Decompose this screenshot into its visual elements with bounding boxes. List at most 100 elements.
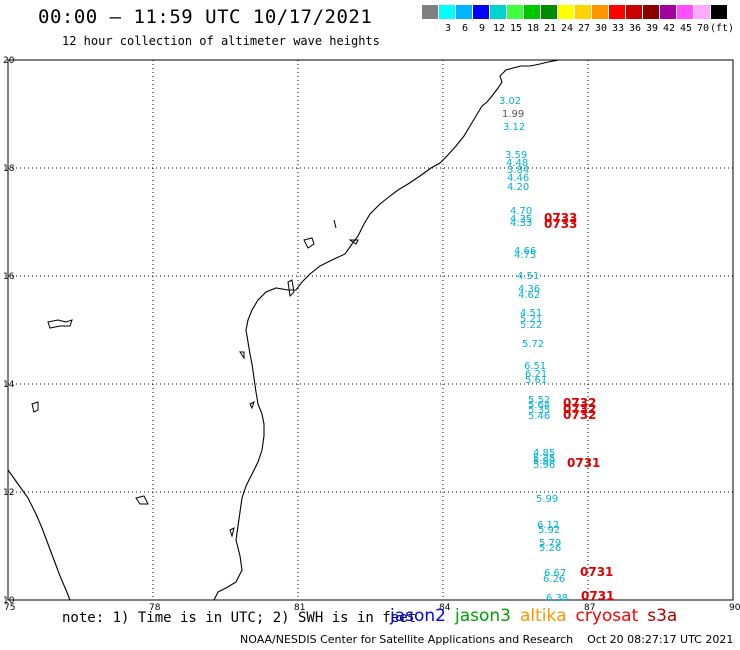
- scale-swatch: [694, 5, 711, 19]
- cycle-label: 0732: [563, 396, 596, 410]
- longitude-tick-label: 75: [4, 603, 15, 613]
- island: [348, 239, 359, 245]
- cycle-label: 0733: [544, 211, 577, 225]
- scale-label: 33: [611, 23, 625, 34]
- scale-label: 42: [662, 23, 676, 34]
- wave-height-label: 3.12: [503, 122, 525, 133]
- satellite-legend-item: cryosat: [575, 606, 639, 626]
- wave-height-label: 4.20: [507, 182, 529, 193]
- wave-height-label: 6.38: [546, 593, 568, 604]
- wave-height-label: 4.70: [510, 206, 532, 217]
- scale-swatch: [575, 5, 592, 19]
- satellite-legend-item: s3a: [647, 606, 678, 626]
- latitude-tick-label: 16: [3, 272, 15, 282]
- wave-height-label: 5.21: [520, 314, 542, 325]
- wave-height-label: 6.67: [544, 568, 566, 579]
- scale-label: 45: [679, 23, 693, 34]
- wave-height-label: 4.33: [510, 218, 532, 229]
- latitude-tick-label: 20: [3, 56, 15, 66]
- scale-label: 12: [492, 23, 506, 34]
- wave-height-label: 3.84: [507, 165, 529, 176]
- map-frame: [7, 59, 734, 601]
- island: [333, 219, 337, 229]
- satellite-legend-item: jason3: [455, 606, 511, 626]
- cycle-label: 0733: [544, 217, 577, 231]
- cycle-label: 0732: [563, 408, 596, 422]
- scale-swatch: [439, 5, 456, 19]
- scale-label: 6: [461, 23, 469, 34]
- wave-height-label: 4.75: [514, 250, 536, 261]
- scale-swatch: [541, 5, 558, 19]
- cycle-label: 0731: [580, 565, 613, 579]
- wave-height-label: 5.96: [533, 460, 555, 471]
- wave-height-label: 4.35: [510, 214, 532, 225]
- wave-height-label: 4.66: [514, 246, 536, 257]
- scale-unit: (ft): [710, 23, 735, 34]
- island: [249, 401, 255, 410]
- scale-swatch: [609, 5, 626, 19]
- map-subtitle: 12 hour collection of altimeter wave hei…: [62, 34, 380, 48]
- satellite-legend-item: jason2: [390, 606, 446, 626]
- scale-swatch: [660, 5, 677, 19]
- wave-height-label: 6.12: [537, 520, 559, 531]
- latitude-tick-label: 18: [3, 164, 15, 174]
- credit-line: NOAA/NESDIS Center for Satellite Applica…: [240, 633, 733, 646]
- island: [239, 351, 245, 360]
- scale-label: 36: [628, 23, 642, 34]
- wave-height-label: 4.85: [533, 448, 555, 459]
- island: [229, 527, 235, 538]
- wave-height-label: 4.46: [507, 173, 529, 184]
- wave-height-label: 6.51: [524, 361, 546, 372]
- longitude-tick-label: 78: [149, 603, 161, 613]
- island: [303, 237, 315, 249]
- wave-height-label: 5.22: [520, 320, 542, 331]
- scale-label: 21: [543, 23, 557, 34]
- wave-height-label: 5.35: [528, 405, 550, 416]
- scale-swatch: [473, 5, 490, 19]
- wave-height-label: 1.99: [502, 109, 524, 120]
- wave-height-label: 5.92: [538, 525, 560, 536]
- scale-swatch: [711, 5, 728, 19]
- satellite-legend-item: altika: [520, 606, 567, 626]
- cycle-label: 0731: [567, 456, 600, 470]
- scale-swatch: [490, 5, 507, 19]
- coastline: [213, 59, 560, 601]
- satellite-legend: jason2 jason3 altika cryosat s3a: [390, 606, 686, 626]
- scale-swatch: [524, 5, 541, 19]
- wave-height-label: 5.61: [525, 375, 547, 386]
- longitude-tick-label: 90: [729, 603, 740, 613]
- longitude-tick-label: 84: [439, 603, 451, 613]
- cycle-label: 0732: [563, 402, 596, 416]
- longitude-tick-label: 87: [584, 603, 595, 613]
- lat-lon-grid: [8, 60, 733, 600]
- wave-height-label: 5.64: [528, 400, 550, 411]
- scale-swatch: [507, 5, 524, 19]
- note-text: note: 1) Time is in UTC; 2) SWH is in fe…: [62, 610, 417, 626]
- scale-swatch: [592, 5, 609, 19]
- wave-height-observations: 3.02 3.12 3.594.483.844.464.20 4.704.354.33…: [499, 96, 614, 604]
- wave-height-label: 5.46: [528, 411, 550, 422]
- latitude-tick-label: 14: [3, 380, 15, 390]
- wave-height-label: 6.21: [525, 369, 547, 380]
- cycle-label: 0731: [581, 589, 614, 603]
- wave-height-label: 5.90: [533, 456, 555, 467]
- scale-swatch: [677, 5, 694, 19]
- wave-height-label: 4.48: [506, 158, 528, 169]
- wave-height-label: 3.59: [505, 150, 527, 161]
- timestamp: Oct 20 08:27:17 UTC 2021: [587, 633, 734, 646]
- scale-swatch: [643, 5, 660, 19]
- coastline-west: [7, 469, 71, 601]
- island: [287, 279, 295, 298]
- scale-label: 27: [577, 23, 591, 34]
- scale-label: 18: [526, 23, 540, 34]
- scale-label: 70: [696, 23, 710, 34]
- credit-text: NOAA/NESDIS Center for Satellite Applica…: [240, 633, 574, 646]
- wave-height-label: 3.02: [499, 96, 521, 107]
- scale-label: 3: [444, 23, 452, 34]
- wave-height-label: 6.26: [543, 574, 565, 585]
- longitude-tick-label: 81: [294, 603, 305, 613]
- wave-height-label: 5.25: [533, 453, 555, 464]
- scale-label: 9: [478, 23, 486, 34]
